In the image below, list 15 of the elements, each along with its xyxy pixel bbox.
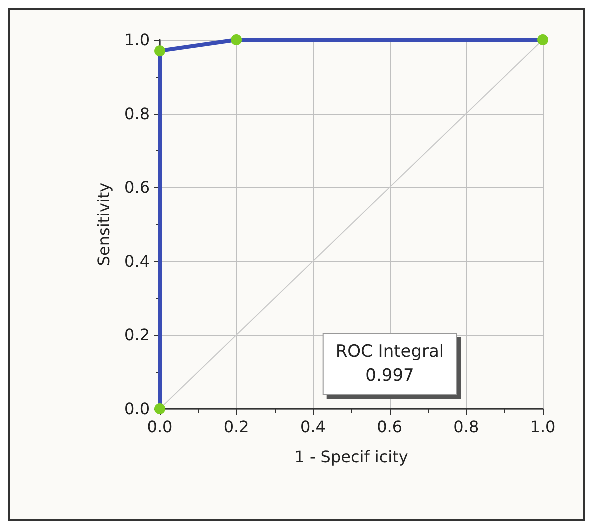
y-tick-label: 0.0 bbox=[124, 400, 150, 418]
x-axis-title: 1 - Specif icity bbox=[294, 448, 408, 466]
y-tick-label: 1.0 bbox=[124, 30, 150, 50]
y-axis-title: Sensitivity bbox=[94, 182, 114, 266]
y-tick-label: 0.8 bbox=[124, 104, 150, 124]
x-tick-label: 0.4 bbox=[300, 418, 326, 436]
annotation: ROC Integral 0.997 bbox=[336, 342, 444, 386]
x-tick-label: 0.0 bbox=[147, 418, 173, 436]
y-tick-label: 0.4 bbox=[124, 252, 150, 271]
x-tick-label: 1.0 bbox=[530, 418, 556, 436]
x-tick-label: 0.8 bbox=[454, 418, 480, 436]
x-tick-label: 0.6 bbox=[377, 418, 403, 436]
x-tick-label: 0.2 bbox=[224, 418, 250, 436]
y-tick-label: 0.2 bbox=[124, 326, 150, 345]
y-tick-label: 0.6 bbox=[124, 178, 150, 198]
